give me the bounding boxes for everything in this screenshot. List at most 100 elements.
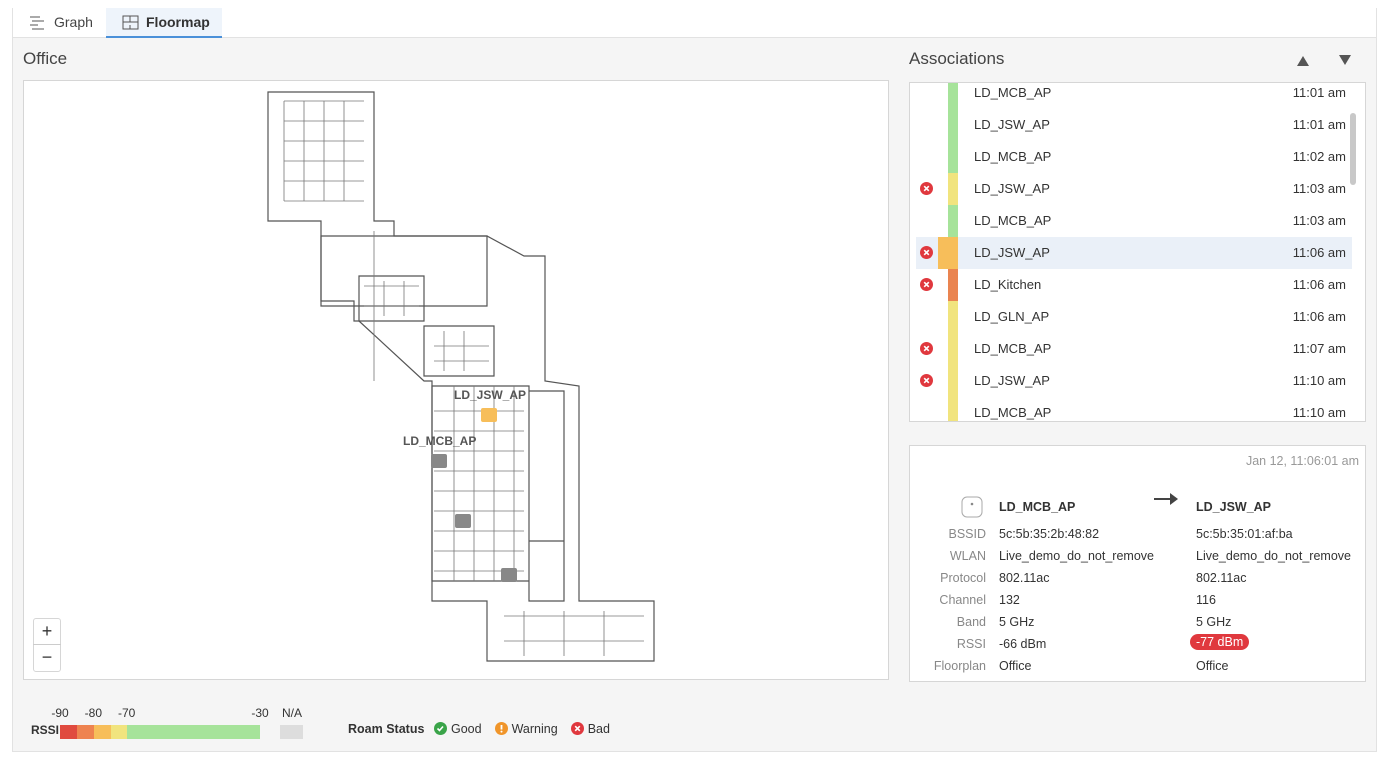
from-value: Office [999,659,1032,673]
tab-bar [13,8,1376,38]
sort-arrows[interactable] [1294,52,1354,68]
map-title: Office [23,49,68,68]
time: 11:10 am [1292,405,1346,420]
bad-icon [920,278,933,291]
time: 11:01 am [1292,117,1346,132]
ap-name: LD_JSW_AP [974,117,1050,132]
rssi-tick: -90 [51,706,69,720]
from-value: 5 GHz [999,615,1035,629]
ap-marker[interactable] [481,408,497,422]
from-value: 132 [999,593,1020,607]
association-row[interactable]: LD_MCB_AP 11:07 am [916,333,1352,365]
field-label: BSSID [948,527,986,541]
time: 11:06 am [1292,309,1346,324]
ap-name: LD_GLN_AP [974,309,1050,324]
rssi-label: RSSI [31,723,60,737]
ap-name: LD_MCB_AP [974,85,1052,100]
field-label: RSSI [956,637,986,651]
association-row[interactable]: LD_GLN_AP 11:06 am [916,301,1352,333]
rssi-swatch [94,725,111,739]
rssi-swatch [948,365,958,397]
association-row[interactable]: LD_JSW_AP 11:03 am [916,173,1352,205]
bad-icon [570,722,584,735]
floorplan: LD_JSW_AP LD_MCB_AP [267,91,655,662]
bad-icon [920,342,933,355]
rssi-swatch [77,725,94,739]
ap-label: LD_JSW_AP [454,388,526,402]
association-row[interactable]: LD_JSW_AP 11:10 am [916,365,1352,397]
ap-icon [961,496,983,518]
ap-name: LD_MCB_AP [974,341,1052,356]
rssi-swatch [60,725,77,739]
association-row[interactable]: LD_MCB_AP 11:01 am [916,83,1352,109]
warning-icon [494,722,508,735]
status-label: Bad [587,722,610,736]
tab[interactable]: Floormap [146,14,210,30]
to-value: 5c:5b:35:01:af:ba [1196,527,1293,541]
rssi-swatch [948,109,958,141]
bad-icon [920,246,933,259]
time: 11:07 am [1292,341,1346,356]
rssi-swatch [948,205,958,237]
association-row[interactable]: LD_MCB_AP 11:02 am [916,141,1352,173]
to-value: Live_demo_do_not_remove [1196,549,1351,563]
rssi-swatch [111,725,127,739]
ap-marker[interactable] [455,514,471,528]
ap-name: LD_MCB_AP [974,213,1052,228]
rssi-tick: -70 [117,706,136,720]
ap-marker[interactable] [431,454,447,468]
rssi-tick: -80 [84,706,102,720]
to-value: 5 GHz [1196,615,1232,629]
field-label: WLAN [949,549,986,563]
association-row[interactable]: LD_JSW_AP 11:01 am [916,109,1352,141]
arrow [1154,493,1178,505]
ap-name: LD_JSW_AP [974,181,1050,196]
ap-name: LD_MCB_AP [974,149,1052,164]
time: 11:03 am [1292,181,1346,196]
rssi-swatch [127,725,260,739]
time: 11:03 am [1292,213,1346,228]
details: Jan 12, 11:06:01 am LD_MCB_AP LD_JSW_AP … [909,445,1366,682]
association-list: LD_MCB_AP 11:01 am LD_JSW_AP 11:01 am LD_MCB… [909,82,1366,422]
rssi-tick: -30 [251,706,269,720]
zoom-in[interactable]: + [33,618,61,645]
zoom-out[interactable]: − [41,647,53,667]
graph-icon [30,16,44,30]
ap-marker[interactable] [501,568,517,582]
status-label: Good [451,722,482,736]
scrollbar[interactable] [1350,113,1356,185]
time: 11:06 am [1292,277,1346,292]
association-row[interactable]: LD_MCB_AP 11:10 am [916,397,1352,421]
field-label: Channel [939,593,986,607]
bad-icon [920,374,933,387]
from-value: Live_demo_do_not_remove [999,549,1154,563]
rssi-swatch [948,269,958,301]
to-value: -77 dBm [1190,634,1250,650]
rssi-swatch [948,397,958,421]
tab[interactable]: Graph [54,14,93,30]
association-row[interactable]: LD_Kitchen 11:06 am [916,269,1352,301]
na-label: N/A [282,706,303,720]
association-row[interactable]: LD_JSW_AP 11:06 am [916,237,1352,269]
field-label: Floorplan [933,659,986,673]
floormap-icon [122,15,139,30]
status-label: Warning [511,722,558,736]
rssi-swatch [948,141,958,173]
timestamp: Jan 12, 11:06:01 am [1245,454,1359,468]
from-value: 802.11ac [999,571,1050,585]
field-label: Protocol [940,571,986,585]
map-box: LD_JSW_AP LD_MCB_AP [23,80,889,680]
association-row[interactable]: LD_MCB_AP 11:03 am [916,205,1352,237]
to-value: Office [1196,659,1229,673]
ap-name: LD_Kitchen [974,277,1042,292]
rssi-swatch [948,173,958,205]
to-value: 802.11ac [1196,571,1247,585]
na-swatch [280,725,303,739]
ap-name: LD_MCB_AP [974,405,1052,420]
field-label: Band [956,615,986,629]
time: 11:06 am [1292,245,1346,260]
rssi-swatch [948,301,958,333]
to-ap: LD_JSW_AP [1196,500,1272,514]
to-value: 116 [1196,593,1216,607]
